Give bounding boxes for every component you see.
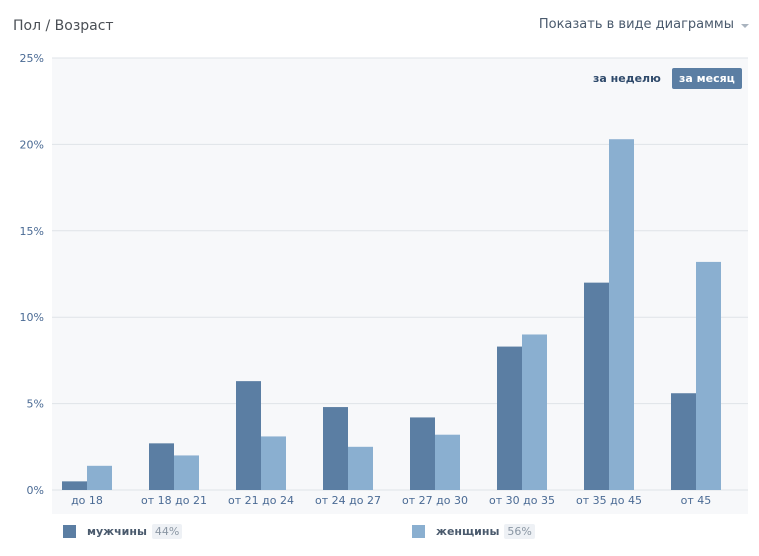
legend-percent-men: 44% [151,524,183,539]
bar-men [671,393,696,490]
x-tick-label: от 35 до 45 [576,494,642,507]
bar-women [348,446,373,490]
x-tick-label: от 45 [681,494,712,507]
legend-percent-women: 56% [504,524,535,539]
period-month-button[interactable]: за месяц [672,68,742,89]
legend-item-men[interactable]: мужчины 44% [63,524,183,539]
x-tick-label: от 18 до 21 [141,494,207,507]
chevron-down-icon [741,23,749,28]
bar-men [62,481,87,490]
x-tick-label: от 30 до 35 [489,494,555,507]
y-tick-label: 5% [27,398,44,411]
y-tick-label: 15% [20,225,44,238]
y-tick-label: 10% [20,311,44,324]
y-tick-label: 25% [20,52,44,65]
bar-men [497,346,522,490]
bar-women [609,139,634,490]
x-tick-label: от 21 до 24 [228,494,294,507]
bar-women [174,455,199,490]
legend-swatch-men [63,525,76,538]
page-title: Пол / Возраст [13,18,114,34]
bar-men [236,381,261,490]
bar-women [87,465,112,490]
y-tick-label: 20% [20,138,44,151]
bar-women [435,434,460,490]
legend-item-women[interactable]: женщины 56% [412,524,535,539]
bar-men [323,407,348,490]
bar-men [149,443,174,490]
legend-label-men: мужчины [87,525,147,538]
bar-women [261,436,286,490]
bar-men [584,282,609,490]
legend-label-women: женщины [436,525,500,538]
bar-women [522,334,547,490]
view-as-diagram-toggle[interactable]: Показать в виде диаграммы [539,17,749,32]
legend-swatch-women [412,525,425,538]
period-week-button[interactable]: за неделю [593,72,661,85]
x-tick-label: от 24 до 27 [315,494,381,507]
bar-men [410,417,435,490]
view-toggle-label: Показать в виде диаграммы [538,17,734,32]
bar-women [696,261,721,490]
y-tick-label: 0% [27,484,44,497]
x-tick-label: от 27 до 30 [402,494,468,507]
x-tick-label: до 18 [71,494,103,507]
